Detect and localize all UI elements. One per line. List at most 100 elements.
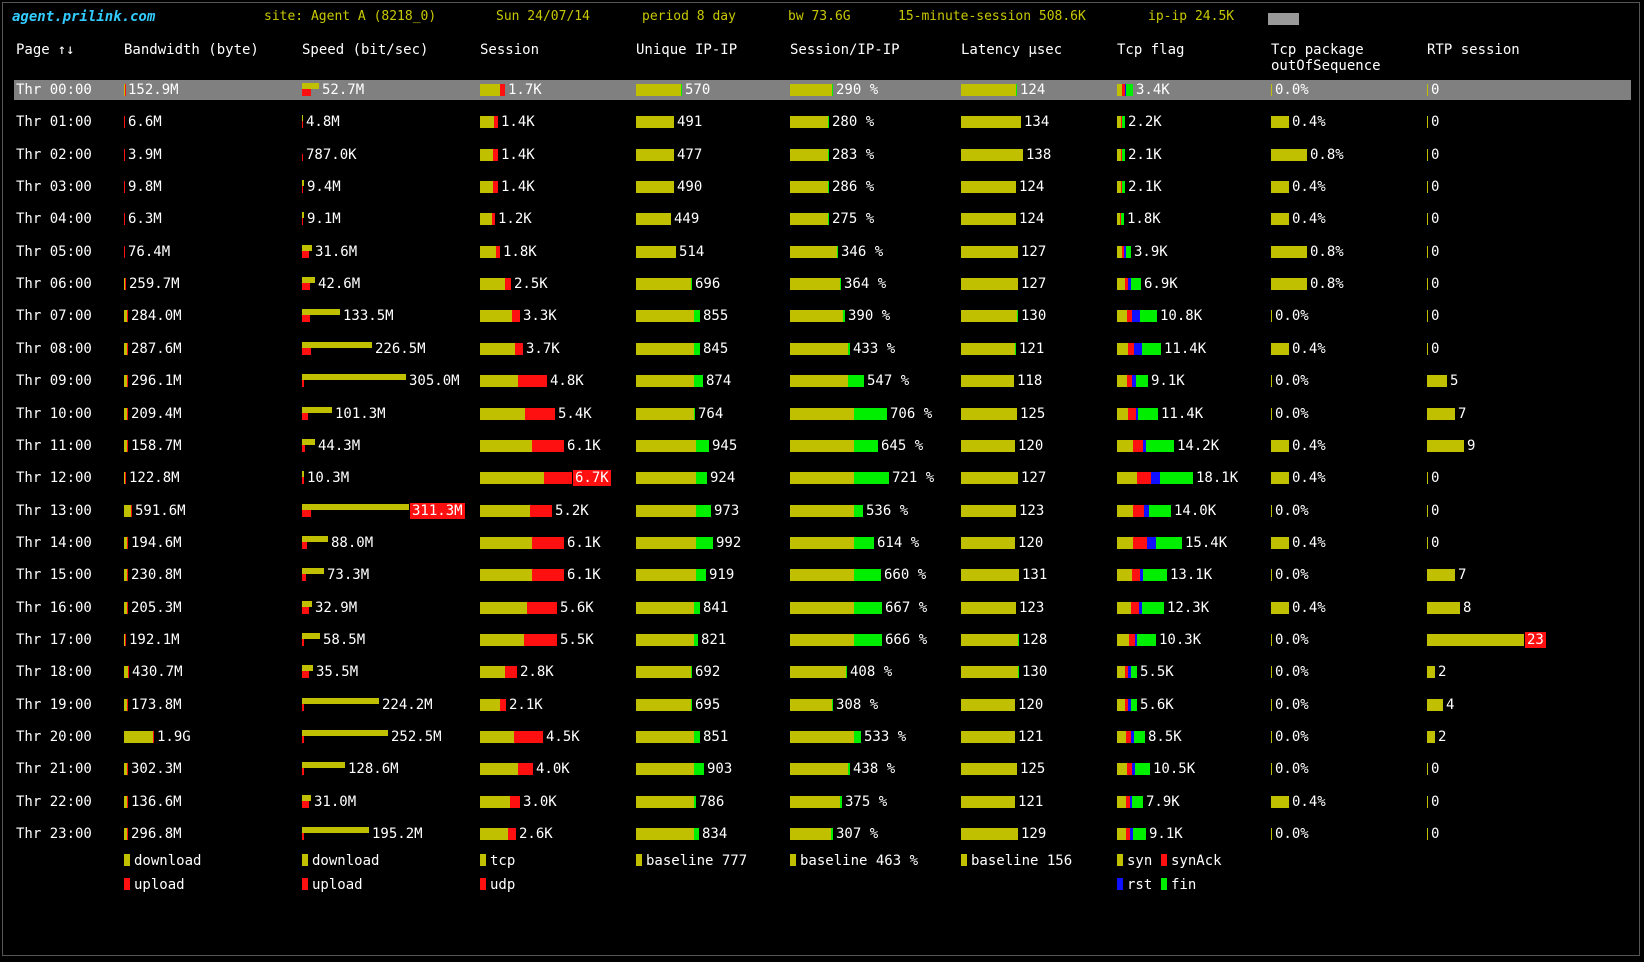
- table-row[interactable]: Thr 00:00 152.9M 52.7M 1.7K 570 290 % 124 3.4K 0…: [14, 80, 1631, 100]
- unique-ipip-bar: [636, 505, 696, 517]
- legend-lat-baseline: baseline 156: [961, 853, 1072, 869]
- table-row[interactable]: Thr 15:00 230.8M 73.3M 6.1K 919 660 % 131 13.1K…: [14, 565, 1631, 585]
- table-row[interactable]: Thr 11:00 158.7M 44.3M 6.1K 945 645 % 120 14.2K…: [14, 436, 1631, 456]
- unique-ipip-bar: [636, 246, 676, 258]
- legend-sp-download: download: [302, 853, 379, 869]
- bandwidth-value: 1.9G: [157, 729, 191, 745]
- tcp-oos-bar: [1271, 181, 1289, 193]
- table-row[interactable]: Thr 02:00 3.9M 787.0K 1.4K 477 283 % 138 2.1K 0.…: [14, 145, 1631, 165]
- session-ipip-over-bar: [840, 796, 842, 808]
- table-row[interactable]: Thr 08:00 287.6M 226.5M 3.7K 845 433 % 121 11.4…: [14, 339, 1631, 359]
- tcp-fin-bar: [1138, 408, 1158, 420]
- time-label: Thr 04:00: [16, 211, 92, 227]
- session-tcp-bar: [480, 472, 544, 484]
- table-row[interactable]: Thr 23:00 296.8M 195.2M 2.6K 834 307 % 129 9.1K…: [14, 824, 1631, 844]
- tcp-oos-value: 0.4%: [1292, 438, 1326, 454]
- tcp-syn-bar: [1117, 666, 1125, 678]
- session-ipip-bar: [790, 246, 837, 258]
- unique-ipip-value: 919: [709, 567, 735, 583]
- unique-ipip-value: 845: [703, 341, 729, 357]
- speed-download-bar: [302, 504, 409, 510]
- session-udp-bar: [518, 375, 547, 387]
- table-row[interactable]: Thr 21:00 302.3M 128.6M 4.0K 903 438 % 125 10.5…: [14, 759, 1631, 779]
- bandwidth-download-bar: [124, 602, 127, 614]
- table-row[interactable]: Thr 01:00 6.6M 4.8M 1.4K 491 280 % 134 2.2K 0.4%…: [14, 112, 1631, 132]
- speed-value: 42.6M: [318, 276, 361, 292]
- speed-download-bar: [302, 633, 320, 639]
- tcp-syn-bar: [1117, 408, 1128, 420]
- table-row[interactable]: Thr 16:00 205.3M 32.9M 5.6K 841 667 % 123 12.3K…: [14, 598, 1631, 618]
- table-row[interactable]: Thr 17:00 192.1M 58.5M 5.5K 821 666 % 128 10.3K…: [14, 630, 1631, 650]
- session-tcp-bar: [480, 375, 518, 387]
- table-row[interactable]: Thr 13:00 591.6M 311.3M 5.2K 973 536 % 123 14.0…: [14, 501, 1631, 521]
- session-ipip-value: 547 %: [867, 373, 910, 389]
- tcp-oos-value: 0.0%: [1275, 406, 1309, 422]
- header-tcp-flag[interactable]: Tcp flag: [1117, 42, 1185, 58]
- session-ipip-value: 645 %: [881, 438, 924, 454]
- legend-swatch-icon: [1161, 878, 1167, 890]
- table-row[interactable]: Thr 12:00 122.8M 10.3M 6.7K 924 721 % 127 18.1K…: [14, 468, 1631, 488]
- header-page[interactable]: Page ↑↓: [16, 42, 75, 58]
- table-row[interactable]: Thr 18:00 430.7M 35.5M 2.8K 692 408 % 130 5.5K 0…: [14, 662, 1631, 682]
- session-tcp-bar: [480, 213, 492, 225]
- speed-download-bar: [302, 730, 388, 736]
- header-unique-ipip[interactable]: Unique IP-IP: [636, 42, 738, 58]
- header-session-ipip[interactable]: Session/IP-IP: [790, 42, 900, 58]
- header-tcp-package[interactable]: Tcp package outOfSequence: [1271, 42, 1381, 74]
- table-row[interactable]: Thr 09:00 296.1M 305.0M 4.8K 874 547 % 118 9.1K…: [14, 371, 1631, 391]
- tcp-fin-bar: [1142, 343, 1161, 355]
- speed-upload-bar: [302, 154, 303, 161]
- table-row[interactable]: Thr 03:00 9.8M 9.4M 1.4K 490 286 % 124 2.1K 0.4%…: [14, 177, 1631, 197]
- period-label: period 8 day: [642, 9, 736, 24]
- session-ipip-value: 536 %: [866, 503, 909, 519]
- bandwidth-download-bar: [124, 278, 125, 290]
- latency-bar: [961, 537, 1015, 549]
- legend-ses-udp: udp: [480, 877, 515, 893]
- session-tcp-bar: [480, 569, 532, 581]
- logo-link[interactable]: agent.prilink.com: [12, 9, 156, 25]
- header-latency[interactable]: Latency µsec: [961, 42, 1063, 58]
- legend-tcp-syn: syn: [1117, 853, 1152, 869]
- tcp-oos-value: 0.8%: [1310, 244, 1344, 260]
- unique-ipip-value: 449: [674, 211, 700, 227]
- session-ipip-over-bar: [828, 213, 829, 225]
- header-rtp-session[interactable]: RTP session: [1427, 42, 1520, 58]
- table-row[interactable]: Thr 07:00 284.0M 133.5M 3.3K 855 390 % 130 10.8…: [14, 306, 1631, 326]
- sort-arrows-icon[interactable]: ↑↓: [57, 42, 75, 58]
- time-label: Thr 16:00: [16, 600, 92, 616]
- bandwidth-value: 284.0M: [131, 308, 182, 324]
- session-value: 2.1K: [509, 697, 543, 713]
- time-label: Thr 08:00: [16, 341, 92, 357]
- unique-ipip-value: 696: [695, 276, 721, 292]
- time-label: Thr 23:00: [16, 826, 92, 842]
- rtp-value: 0: [1431, 114, 1440, 130]
- session-udp-bar: [515, 343, 523, 355]
- speed-download-bar: [302, 568, 324, 574]
- unique-ipip-over-bar: [696, 472, 707, 484]
- tcp-fin-bar: [1131, 666, 1137, 678]
- tcp-oos-value: 0.4%: [1292, 211, 1326, 227]
- table-row[interactable]: Thr 20:00 1.9G 252.5M 4.5K 851 533 % 121 8.5K 0.…: [14, 727, 1631, 747]
- session-ipip-over-bar: [848, 375, 864, 387]
- bandwidth-upload-bar: [124, 213, 125, 225]
- table-row[interactable]: Thr 04:00 6.3M 9.1M 1.2K 449 275 % 124 1.8K 0.4%…: [14, 209, 1631, 229]
- tcp-flag-value: 6.9K: [1144, 276, 1178, 292]
- legend-swatch-icon: [480, 878, 486, 890]
- speed-value: 9.4M: [307, 179, 341, 195]
- session-udp-bar: [532, 537, 564, 549]
- table-row[interactable]: Thr 10:00 209.4M 101.3M 5.4K 764 706 % 125 11.4…: [14, 404, 1631, 424]
- rtp-value: 0: [1431, 244, 1440, 260]
- session-udp-bar: [492, 213, 495, 225]
- table-row[interactable]: Thr 22:00 136.6M 31.0M 3.0K 786 375 % 121 7.9K 0…: [14, 792, 1631, 812]
- table-row[interactable]: Thr 06:00 259.7M 42.6M 2.5K 696 364 % 127 6.9K 0…: [14, 274, 1631, 294]
- session-ipip-over-bar: [832, 699, 833, 711]
- table-row[interactable]: Thr 14:00 194.6M 88.0M 6.1K 992 614 % 120 15.4K…: [14, 533, 1631, 553]
- latency-value: 130: [1022, 664, 1048, 680]
- tcp-oos-value: 0.0%: [1275, 664, 1309, 680]
- table-row[interactable]: Thr 05:00 76.4M 31.6M 1.8K 514 346 % 127 3.9K 0.…: [14, 242, 1631, 262]
- header-session[interactable]: Session: [480, 42, 540, 58]
- table-row[interactable]: Thr 19:00 173.8M 224.2M 2.1K 695 308 % 120 5.6K…: [14, 695, 1631, 715]
- header-speed[interactable]: Speed (bit/sec): [302, 42, 429, 58]
- rtp-value: 5: [1450, 373, 1459, 389]
- header-bandwidth[interactable]: Bandwidth (byte): [124, 42, 259, 58]
